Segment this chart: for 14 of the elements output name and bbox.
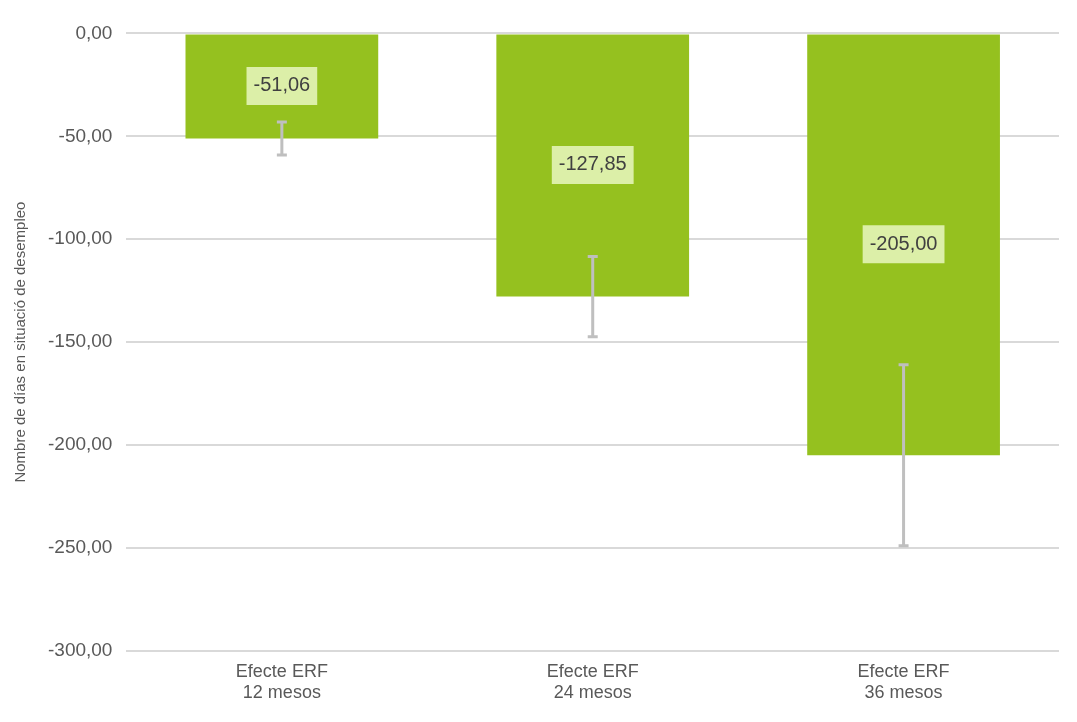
y-tick-label: -100,00: [47, 227, 113, 249]
y-tick-label: -300,00: [47, 639, 113, 661]
y-tick-label: -250,00: [47, 536, 113, 558]
data-label: -127,85: [558, 152, 627, 175]
y-tick-label: -150,00: [47, 330, 113, 352]
y-axis-title: Nombre de días en situació de desempleo: [11, 201, 29, 483]
y-tick-label: 0,00: [75, 21, 113, 43]
data-label: -205,00: [869, 231, 938, 254]
x-tick-label: Efecte ERF 36 mesos: [857, 660, 950, 703]
y-tick-label: -50,00: [58, 124, 113, 146]
x-tick-label: Efecte ERF 24 mesos: [546, 660, 639, 703]
data-label: -51,06: [253, 73, 311, 96]
x-tick-label: Efecte ERF 12 mesos: [235, 660, 328, 703]
y-tick-label: -200,00: [47, 433, 113, 455]
